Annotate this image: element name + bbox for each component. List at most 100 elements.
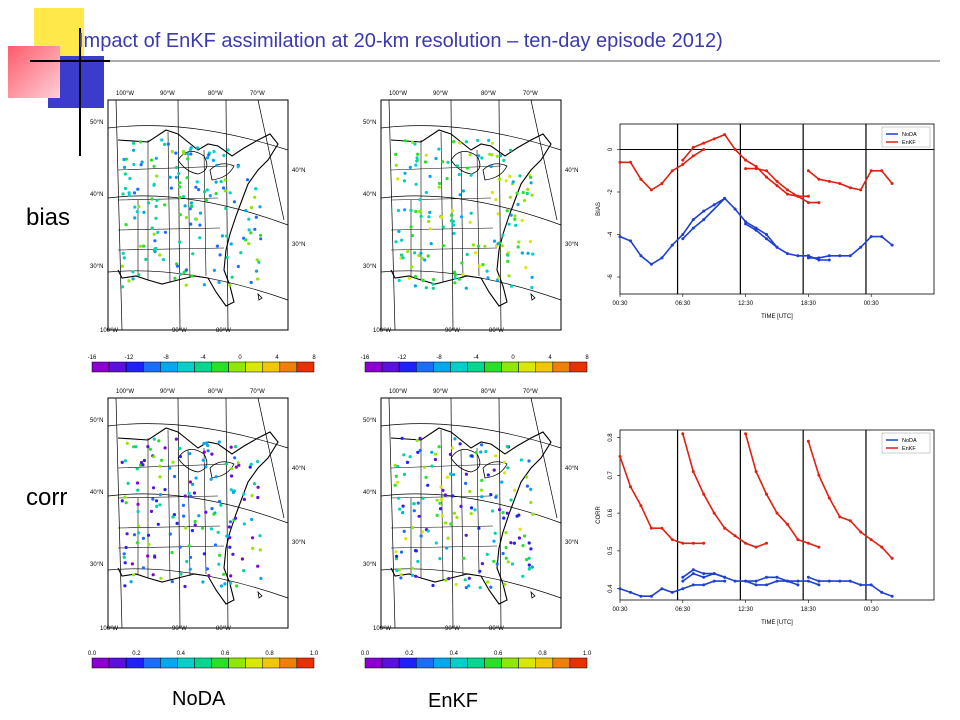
station-dot bbox=[151, 497, 155, 501]
station-dot bbox=[513, 217, 517, 221]
station-dot bbox=[394, 474, 398, 478]
station-dot bbox=[506, 250, 510, 255]
station-dot bbox=[254, 187, 258, 191]
station-dot bbox=[506, 560, 510, 564]
colorbar-cell bbox=[569, 657, 588, 669]
y-tick-label: 0 bbox=[608, 147, 614, 151]
station-dot bbox=[501, 233, 505, 237]
station-dot bbox=[394, 152, 398, 156]
data-point-noda bbox=[827, 579, 831, 583]
y-tick-label: 0.6 bbox=[608, 508, 614, 517]
station-dot bbox=[158, 493, 162, 497]
station-dot bbox=[174, 175, 178, 179]
station-dot bbox=[393, 483, 397, 487]
colorbar-tick-label: -8 bbox=[436, 355, 442, 361]
legend-label: NoDA bbox=[902, 438, 917, 444]
data-point-noda bbox=[618, 235, 622, 239]
station-dot bbox=[510, 562, 514, 566]
data-point-noda bbox=[765, 233, 768, 236]
station-dot bbox=[228, 536, 232, 540]
station-dot bbox=[496, 276, 501, 280]
station-dot bbox=[497, 177, 502, 181]
colorbar-cell bbox=[467, 657, 485, 669]
legend-label: NoDA bbox=[902, 132, 917, 138]
station-dot bbox=[223, 178, 227, 182]
station-dot bbox=[495, 154, 499, 158]
station-dot bbox=[461, 189, 465, 193]
data-point-enkf bbox=[827, 496, 831, 500]
station-dot bbox=[414, 574, 418, 578]
map-lon-bottom-label: 90°W bbox=[445, 626, 460, 632]
data-point-noda bbox=[691, 583, 695, 587]
station-dot bbox=[492, 559, 496, 563]
station-dot bbox=[188, 148, 192, 152]
station-dot bbox=[158, 475, 162, 479]
colorbar-cell bbox=[364, 361, 383, 373]
colorbar-cell bbox=[279, 657, 298, 669]
station-dot bbox=[146, 533, 151, 537]
map-lon-bottom-label: 80°W bbox=[216, 328, 231, 334]
colorbar-bias-noda: -16 -12 -8 -4 0 4 8 bbox=[88, 355, 316, 373]
station-dot bbox=[153, 555, 157, 559]
station-dot bbox=[139, 460, 144, 465]
station-dot bbox=[123, 495, 127, 499]
colorbar-tick-label: 8 bbox=[585, 355, 589, 361]
station-dot bbox=[463, 578, 467, 582]
station-dot bbox=[464, 586, 468, 590]
colorbar-cell bbox=[518, 361, 537, 373]
station-dot bbox=[410, 140, 414, 144]
station-dot bbox=[464, 286, 468, 290]
station-dot bbox=[205, 188, 209, 192]
station-dot bbox=[186, 152, 190, 156]
station-dot bbox=[133, 205, 137, 209]
colorbar-cell bbox=[177, 361, 195, 373]
colorbar-corr-enkf: 0.0 0.2 0.4 0.6 0.8 1.0 bbox=[361, 651, 592, 669]
station-dot bbox=[158, 253, 162, 257]
data-point-enkf bbox=[629, 485, 632, 489]
data-point-noda bbox=[827, 254, 831, 258]
station-dot bbox=[469, 506, 474, 510]
station-dot bbox=[489, 585, 493, 589]
station-dot bbox=[122, 157, 126, 162]
station-dot bbox=[190, 529, 194, 533]
x-tick-label: 00:30 bbox=[612, 301, 628, 307]
colorbar-cell bbox=[501, 361, 519, 373]
station-dot bbox=[421, 530, 425, 534]
station-dot bbox=[195, 180, 199, 184]
data-point-noda bbox=[744, 579, 748, 583]
station-dot bbox=[464, 140, 468, 144]
station-dot bbox=[401, 504, 405, 508]
station-dot bbox=[509, 498, 513, 502]
station-dot bbox=[501, 511, 505, 515]
data-point-noda bbox=[806, 579, 810, 583]
station-dot bbox=[234, 445, 238, 449]
map-lon-bottom-label: 100°W bbox=[100, 328, 118, 334]
station-dot bbox=[217, 280, 221, 284]
station-dot bbox=[526, 187, 530, 191]
colorbar-cell bbox=[535, 361, 554, 373]
station-dot bbox=[433, 452, 438, 456]
station-dot bbox=[397, 278, 401, 283]
station-dot bbox=[415, 159, 419, 163]
colorbar-cell bbox=[177, 657, 195, 669]
station-dot bbox=[409, 208, 413, 212]
data-point-enkf bbox=[691, 541, 695, 545]
station-dot bbox=[515, 514, 519, 518]
station-dot bbox=[492, 539, 496, 543]
station-dot bbox=[200, 526, 205, 530]
station-dot bbox=[138, 463, 143, 467]
station-dot bbox=[216, 530, 220, 534]
data-point-noda bbox=[681, 579, 685, 583]
station-dot bbox=[413, 549, 418, 553]
x-tick-label: 00:30 bbox=[864, 607, 880, 613]
station-dot bbox=[493, 531, 497, 535]
station-dot bbox=[423, 258, 427, 262]
colorbar-tick-label: -16 bbox=[361, 355, 370, 361]
data-point-noda bbox=[723, 575, 727, 579]
station-dot bbox=[465, 252, 469, 257]
colorbar-cell bbox=[398, 361, 417, 373]
station-dot bbox=[394, 240, 398, 244]
colorbar-cell bbox=[450, 657, 468, 669]
station-dot bbox=[134, 445, 138, 449]
station-dot bbox=[437, 445, 441, 449]
